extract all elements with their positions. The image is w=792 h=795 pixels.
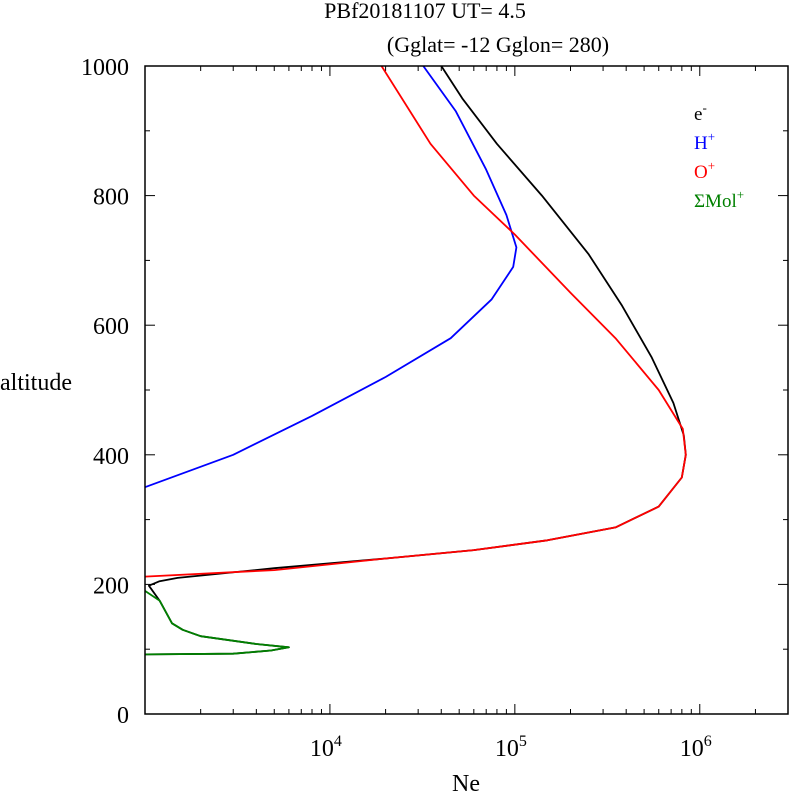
legend-superscript: + bbox=[708, 158, 715, 173]
x-tick-base: 10 bbox=[310, 736, 334, 762]
legend-superscript: + bbox=[708, 129, 715, 144]
x-tick-exponent: 6 bbox=[704, 733, 712, 750]
x-tick-base: 10 bbox=[495, 736, 519, 762]
series-line-hydrogen-ion bbox=[144, 65, 518, 489]
x-tick-exponent: 4 bbox=[334, 733, 342, 750]
legend: e-H+O+ΣMol+ bbox=[694, 100, 744, 212]
legend-label: ΣMol bbox=[694, 191, 737, 212]
x-axis-label: Ne bbox=[452, 771, 480, 795]
y-tick-label: 0 bbox=[117, 703, 129, 729]
y-tick-label: 1000 bbox=[81, 55, 129, 81]
legend-entry-hydrogen-ion: H+ bbox=[694, 129, 715, 154]
x-tick-label: 105 bbox=[495, 733, 527, 762]
legend-superscript: + bbox=[737, 187, 744, 202]
x-tick-label: 106 bbox=[680, 733, 712, 762]
legend-label: O bbox=[694, 162, 708, 183]
x-tick-label: 104 bbox=[310, 733, 342, 762]
x-tick-base: 10 bbox=[680, 736, 704, 762]
series-line-oxygen-ion bbox=[144, 65, 687, 578]
y-tick-label: 800 bbox=[93, 185, 129, 211]
chart-title-line2: (Gglat= -12 Gglon= 280) bbox=[387, 32, 609, 57]
y-tick-label: 600 bbox=[93, 314, 129, 340]
series-line-molecular-ion bbox=[144, 590, 290, 656]
x-tick-exponent: 5 bbox=[519, 733, 527, 750]
legend-entry-electron: e- bbox=[694, 100, 707, 125]
legend-superscript: - bbox=[702, 100, 706, 115]
legend-entry-molecular-ion: ΣMol+ bbox=[694, 187, 744, 212]
y-tick-label: 400 bbox=[93, 444, 129, 470]
legend-label: H bbox=[694, 133, 708, 154]
legend-label: e bbox=[694, 104, 702, 125]
legend-entry-oxygen-ion: O+ bbox=[694, 158, 715, 183]
data-series bbox=[144, 65, 687, 656]
plot-frame bbox=[144, 65, 789, 715]
chart-title-line1: PBf20181107 UT= 4.5 bbox=[324, 0, 526, 23]
y-tick-label: 200 bbox=[93, 573, 129, 599]
y-axis-label: altitude bbox=[0, 370, 72, 396]
